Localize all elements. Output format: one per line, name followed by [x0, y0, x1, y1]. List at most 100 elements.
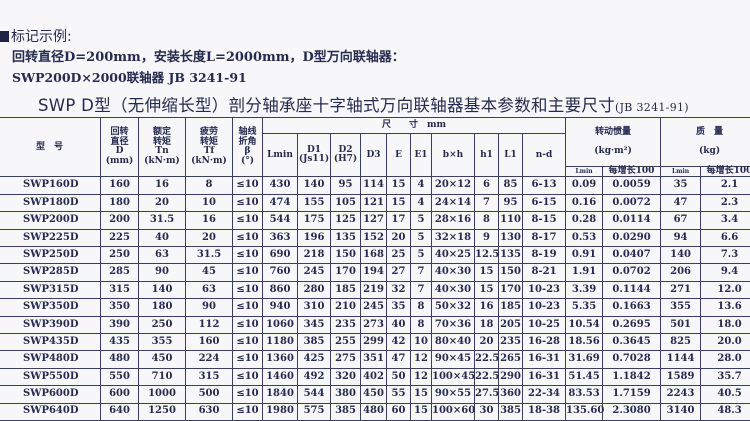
value-cell: 310: [297, 298, 331, 317]
value-cell: 5: [410, 245, 432, 265]
value-cell: 760: [262, 263, 298, 282]
value-cell: 351: [360, 350, 387, 369]
value-cell: 15: [474, 280, 499, 300]
value-cell: 110: [498, 211, 523, 230]
value-cell: 225: [100, 228, 139, 248]
value-cell: 550: [100, 367, 139, 387]
value-cell: 10-23: [521, 298, 567, 317]
value-cell: 90×45: [431, 350, 475, 369]
value-cell: 345: [297, 315, 331, 334]
header-mass-lmin: Lmin: [660, 165, 702, 178]
value-cell: 121: [360, 193, 387, 213]
value-cell: 22.5: [474, 367, 499, 387]
table-row: SWP250D 250 63 31.5 ≤10 690 218 150 168 25 5 40×25 1…: [0, 245, 750, 265]
value-cell: ≤10: [232, 280, 263, 300]
value-cell: 12.0: [700, 280, 750, 300]
value-cell: 0.16: [565, 193, 604, 213]
value-cell: 6.6: [700, 228, 750, 248]
table-row: SWP200D 200 31.5 16 ≤10 544 175 125 127 17 5 28×16 8…: [0, 211, 750, 230]
value-cell: 35.7: [700, 367, 750, 387]
value-cell: 16: [185, 211, 233, 230]
model-cell: SWP550D: [0, 367, 101, 387]
model-cell: SWP640D: [0, 402, 101, 421]
bullet-square-icon: [0, 30, 9, 42]
value-cell: 492: [297, 367, 331, 387]
value-cell: 245: [297, 263, 331, 282]
value-cell: 28×16: [431, 211, 475, 230]
value-cell: 7: [474, 193, 499, 213]
value-cell: 135: [498, 245, 523, 265]
header-tf: 疲劳 转矩 Tf (kN·m): [185, 116, 233, 178]
value-cell: 1840: [262, 385, 298, 404]
table-row: SWP160D 160 16 8 ≤10 430 140 95 114 15 4 20×12 6 85 6-…: [0, 176, 750, 195]
header-dim-col: E: [386, 132, 411, 178]
value-cell: 70×36: [431, 315, 475, 334]
value-cell: 1.91: [565, 263, 604, 282]
table-row: SWP225D 225 40 20 ≤10 363 196 135 152 20 5 32×18 9 13…: [0, 228, 750, 248]
value-cell: ≤10: [232, 211, 263, 230]
value-cell: 280: [297, 280, 331, 300]
value-cell: 50×32: [431, 298, 475, 317]
value-cell: 10.54: [565, 315, 604, 334]
value-cell: 31.5: [138, 211, 186, 230]
value-cell: 114: [360, 176, 387, 195]
value-cell: 180: [138, 298, 186, 317]
value-cell: 22-34: [521, 385, 567, 404]
value-cell: 385: [297, 332, 331, 352]
model-cell: SWP160D: [0, 176, 101, 195]
header-d: 回转 直径 D (mm): [100, 116, 139, 178]
value-cell: 8-21: [521, 263, 567, 282]
value-cell: 0.0702: [602, 263, 662, 282]
value-cell: 170: [330, 263, 361, 282]
value-cell: 150: [330, 245, 361, 265]
value-cell: ≤10: [232, 332, 263, 352]
value-cell: 20: [386, 228, 411, 248]
value-cell: 6-13: [521, 176, 567, 195]
value-cell: 9: [474, 228, 499, 248]
value-cell: 8: [474, 211, 499, 230]
value-cell: 0.28: [565, 211, 604, 230]
parameter-table: 型 号 回转 直径 D (mm) 额定 转矩 Tn (kN·m) 疲劳 转矩 Tf (kN·m) …: [0, 116, 750, 421]
value-cell: ≤10: [232, 263, 263, 282]
value-cell: 24×14: [431, 193, 475, 213]
value-cell: 273: [360, 315, 387, 334]
value-cell: 40×30: [431, 263, 475, 282]
value-cell: 435: [100, 332, 139, 352]
value-cell: 18.0: [700, 315, 750, 334]
value-cell: 2.3080: [602, 402, 662, 421]
model-cell: SWP390D: [0, 315, 101, 334]
value-cell: 13.6: [700, 298, 750, 317]
value-cell: 205: [498, 315, 523, 334]
value-cell: 175: [297, 211, 331, 230]
table-title-standard: (JB 3241-91): [615, 101, 689, 114]
value-cell: 385: [330, 402, 361, 421]
value-cell: 83.53: [565, 385, 604, 404]
example-line-1: 回转直径D=200mm，安装长度L=2000mm，D型万向联轴器：: [12, 50, 405, 65]
value-cell: 1.1842: [602, 367, 662, 387]
value-cell: 95: [330, 176, 361, 195]
value-cell: 0.53: [565, 228, 604, 248]
value-cell: 315: [100, 280, 139, 300]
value-cell: 160: [185, 332, 233, 352]
value-cell: 0.2695: [602, 315, 662, 334]
value-cell: 0.0407: [602, 245, 662, 265]
value-cell: 15: [386, 176, 411, 195]
value-cell: 200: [100, 211, 139, 230]
value-cell: 16: [138, 176, 186, 195]
value-cell: 3140: [660, 402, 702, 421]
value-cell: ≤10: [232, 228, 263, 248]
value-cell: 8-19: [521, 245, 567, 265]
table-row: SWP390D 390 250 112 ≤10 1060 345 235 273 40 8 70×36…: [0, 315, 750, 334]
value-cell: 90: [185, 298, 233, 317]
value-cell: 271: [660, 280, 702, 300]
value-cell: 15: [386, 193, 411, 213]
value-cell: 5.35: [565, 298, 604, 317]
header-dim-col: D2 (H7): [330, 132, 361, 178]
value-cell: 170: [498, 280, 523, 300]
value-cell: 16-31: [521, 367, 567, 387]
table-row: SWP435D 435 355 160 ≤10 1180 385 255 299 42 10 80×4…: [0, 332, 750, 352]
section-heading-text: 标记示例:: [11, 29, 72, 45]
value-cell: 105: [330, 193, 361, 213]
value-cell: 544: [297, 385, 331, 404]
model-cell: SWP225D: [0, 228, 101, 248]
